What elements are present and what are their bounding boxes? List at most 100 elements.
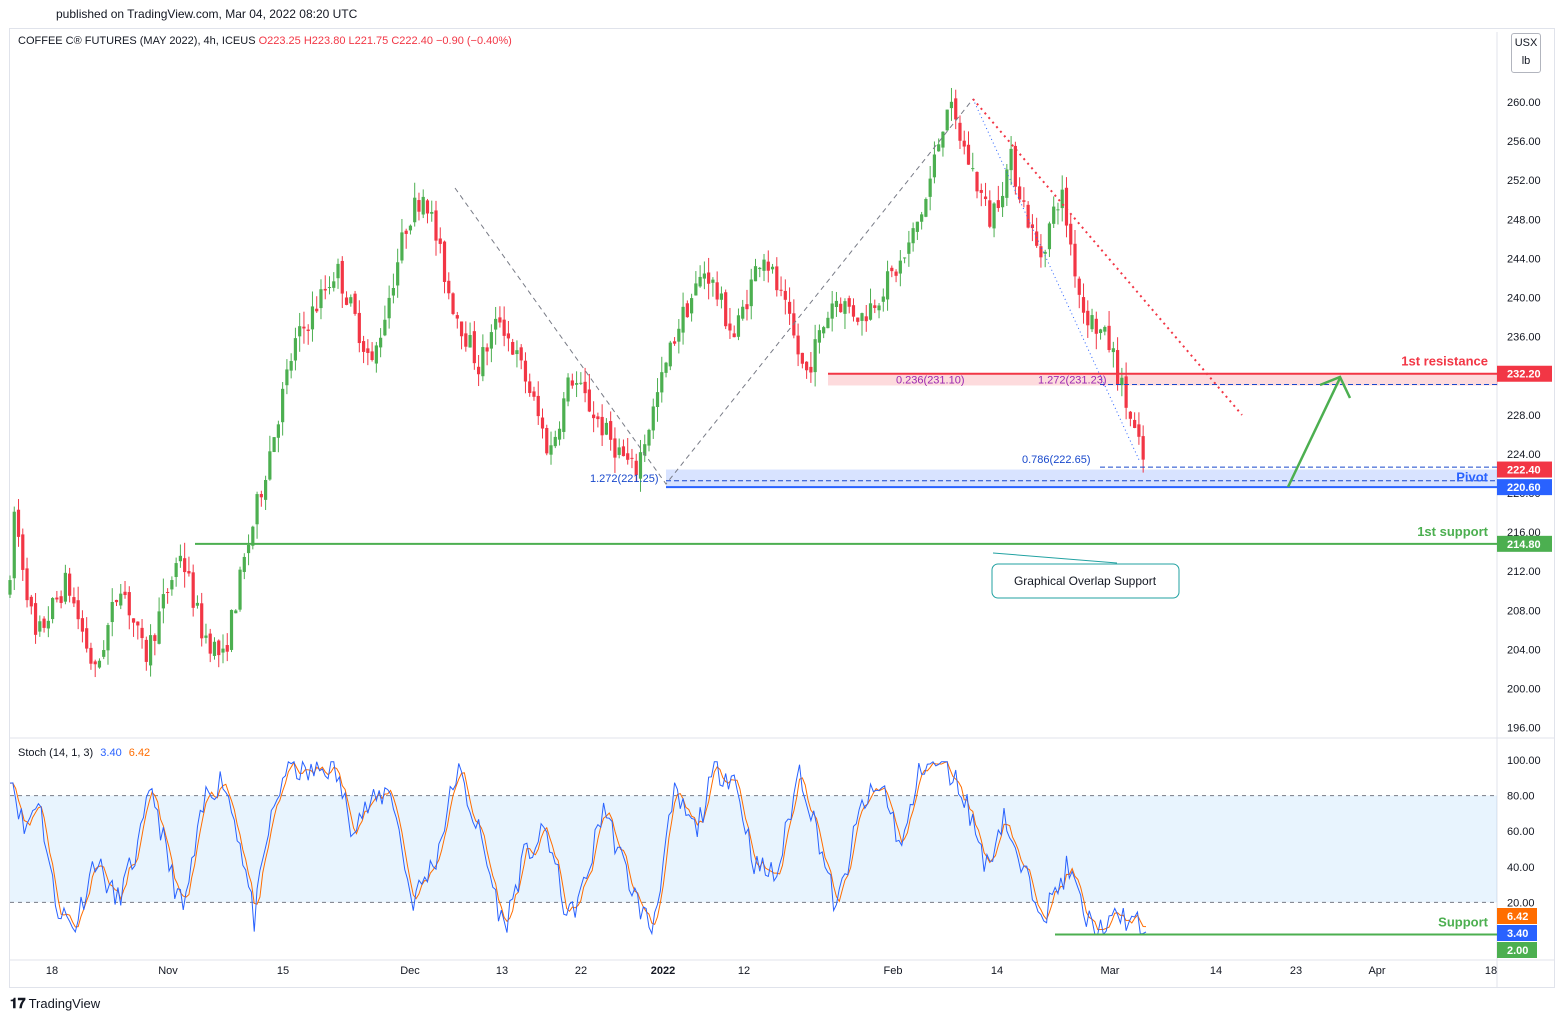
candle-body bbox=[1094, 318, 1098, 334]
candle-body bbox=[136, 621, 140, 626]
candle-body bbox=[1141, 436, 1145, 460]
candle-body bbox=[1133, 419, 1137, 428]
candle-body bbox=[783, 290, 787, 300]
candle-body bbox=[847, 298, 851, 307]
candle-body bbox=[545, 427, 549, 454]
candle-body bbox=[800, 352, 804, 364]
candle-body bbox=[873, 305, 877, 308]
candle-body bbox=[519, 347, 523, 361]
price-tick-label: 236.00 bbox=[1507, 332, 1541, 344]
candle-body bbox=[707, 272, 711, 284]
time-tick-label: 18 bbox=[1485, 965, 1497, 977]
candle-body bbox=[966, 144, 971, 165]
candle-body bbox=[1120, 377, 1124, 386]
candle-body bbox=[131, 618, 136, 623]
candle-body bbox=[592, 414, 596, 419]
candle-body bbox=[485, 347, 489, 352]
candle-body bbox=[140, 627, 144, 639]
candle-body bbox=[251, 526, 255, 546]
candle-body bbox=[442, 241, 447, 282]
candle-body bbox=[779, 289, 783, 291]
candle-body bbox=[613, 438, 617, 458]
time-tick-label: 14 bbox=[1210, 965, 1222, 977]
candle-body bbox=[971, 168, 975, 170]
price-tick-label: 208.00 bbox=[1507, 605, 1541, 617]
last-price-badge bbox=[1497, 461, 1552, 478]
candle-body bbox=[805, 361, 809, 371]
candle-body bbox=[698, 276, 702, 287]
candle-body bbox=[459, 321, 464, 337]
candle-body bbox=[600, 416, 604, 436]
ohlc-low: L221.75 bbox=[348, 35, 389, 47]
candle-body bbox=[25, 568, 29, 601]
candle-body bbox=[685, 303, 689, 318]
candle-body bbox=[954, 98, 958, 120]
candle-body bbox=[536, 395, 540, 417]
candle-body bbox=[306, 329, 310, 332]
symbol-legend[interactable]: COFFEE C® FUTURES (MAY 2022), 4h, ICEUS … bbox=[18, 35, 512, 47]
candle-body bbox=[655, 392, 660, 408]
candle-body bbox=[745, 304, 749, 310]
candle-body bbox=[264, 479, 268, 500]
candle-body bbox=[16, 509, 21, 537]
candle-body bbox=[1090, 315, 1094, 330]
candle-body bbox=[127, 592, 131, 616]
candle-body bbox=[242, 556, 246, 572]
candlestick-series bbox=[8, 87, 1145, 678]
stoch-k-badge bbox=[1497, 925, 1537, 941]
candle-body bbox=[647, 429, 651, 446]
candle-body bbox=[21, 534, 25, 570]
candle-body bbox=[323, 288, 327, 291]
candle-body bbox=[110, 602, 114, 623]
candle-body bbox=[1081, 297, 1086, 313]
candle-body bbox=[1073, 243, 1077, 277]
candle-body bbox=[374, 345, 378, 364]
candle-body bbox=[464, 333, 468, 347]
candle-body bbox=[447, 280, 451, 294]
candle-body bbox=[212, 641, 217, 656]
candle-body bbox=[336, 263, 340, 279]
chart-frame[interactable] bbox=[9, 28, 1555, 988]
candle-body bbox=[668, 342, 672, 367]
stoch-support-badge-text: 2.00 bbox=[1507, 945, 1528, 957]
candle-body bbox=[332, 281, 336, 288]
candle-body bbox=[638, 452, 643, 479]
candle-body bbox=[289, 361, 293, 371]
candle-body bbox=[344, 297, 349, 305]
candle-body bbox=[434, 210, 438, 241]
candle-body bbox=[949, 101, 954, 109]
candle-body bbox=[29, 596, 33, 607]
candle-body bbox=[187, 571, 191, 574]
candle-body bbox=[38, 621, 42, 632]
candle-body bbox=[174, 563, 178, 578]
stoch-legend[interactable]: Stoch (14, 1, 3) 3.40 6.42 bbox=[18, 747, 150, 759]
candle-body bbox=[911, 228, 915, 244]
tradingview-brand[interactable]: 𝟏𝟕 TradingView bbox=[10, 995, 100, 1012]
currency-unit-button[interactable]: USX lb bbox=[1511, 33, 1541, 73]
price-tick-label: 212.00 bbox=[1507, 566, 1541, 578]
candle-body bbox=[553, 436, 557, 447]
candle-body bbox=[455, 315, 459, 319]
candle-body bbox=[851, 305, 856, 317]
candle-body bbox=[161, 594, 165, 609]
candle-body bbox=[988, 200, 992, 227]
candle-body bbox=[421, 196, 425, 215]
candle-body bbox=[42, 618, 46, 628]
ohlc-close: C222.40 bbox=[391, 35, 433, 47]
stoch-pane: Support bbox=[9, 760, 1497, 936]
fib-1272-bottom-label: 1.272(221.25) bbox=[590, 473, 659, 485]
stoch-support-label: Support bbox=[1438, 914, 1488, 929]
candle-body bbox=[719, 293, 724, 300]
time-tick-label: Feb bbox=[884, 965, 903, 977]
price-tick-label: 224.00 bbox=[1507, 449, 1541, 461]
candle-body bbox=[255, 494, 259, 525]
candle-body bbox=[183, 558, 187, 573]
candle-body bbox=[958, 122, 962, 141]
candle-body bbox=[736, 315, 741, 337]
stoch-k-badge-text: 3.40 bbox=[1507, 928, 1528, 940]
brand-name: TradingView bbox=[28, 996, 101, 1011]
candle-body bbox=[924, 198, 928, 217]
candle-body bbox=[711, 279, 715, 283]
stoch-tick-label: 60.00 bbox=[1507, 826, 1535, 838]
